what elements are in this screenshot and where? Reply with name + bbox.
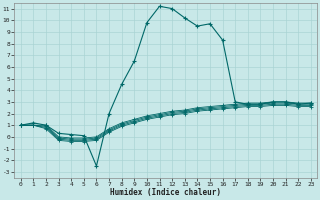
X-axis label: Humidex (Indice chaleur): Humidex (Indice chaleur) (110, 188, 221, 197)
